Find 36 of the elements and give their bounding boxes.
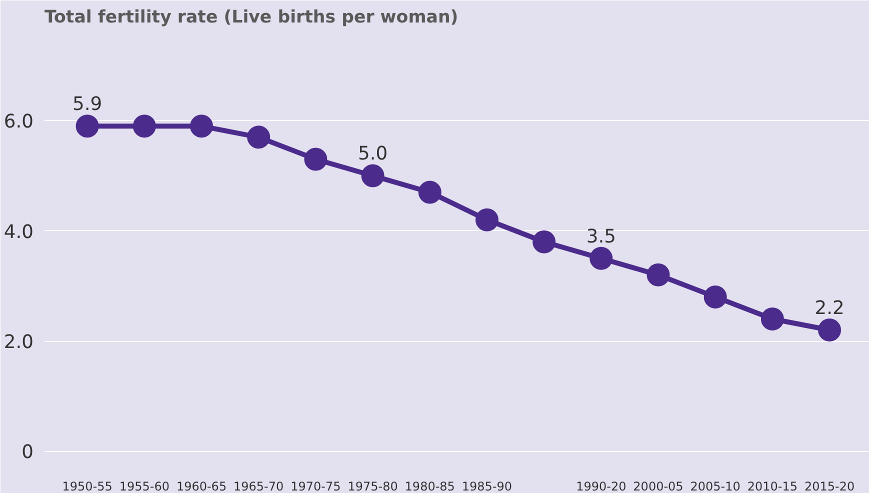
x-tick-label: 2015-20 xyxy=(804,480,855,493)
point xyxy=(76,114,99,138)
data-label: 3.5 xyxy=(586,226,616,248)
point xyxy=(132,114,156,138)
data-label: 5.9 xyxy=(72,94,102,116)
point xyxy=(304,148,328,171)
x-tick-label: 1975-80 xyxy=(348,480,398,493)
point xyxy=(818,318,842,342)
x-tick-label: 1965-70 xyxy=(234,480,284,493)
point xyxy=(190,114,214,138)
x-tick-label: 1980-85 xyxy=(404,480,455,493)
chart-title: Total fertility rate (Live births per woman) xyxy=(44,8,458,28)
x-tick-label: 2000-05 xyxy=(633,480,684,493)
point xyxy=(532,230,556,254)
point xyxy=(590,246,613,270)
x-tick-label: 1990-20 xyxy=(576,480,626,493)
point xyxy=(418,180,442,204)
x-tick-label: 2005-10 xyxy=(690,480,740,493)
point xyxy=(361,164,384,188)
x-tick-label: 1960-65 xyxy=(176,480,227,493)
data-label: 2.2 xyxy=(814,298,844,320)
point xyxy=(475,208,498,232)
x-tick-label: 2010-15 xyxy=(747,480,798,493)
point xyxy=(247,126,270,149)
point xyxy=(704,285,727,308)
x-tick-label: 1955-60 xyxy=(119,480,170,493)
point xyxy=(760,308,784,330)
x-tick-label: 1950-55 xyxy=(62,480,112,493)
data-label: 5.0 xyxy=(358,144,388,165)
x-tick-label: 1970-75 xyxy=(290,480,341,493)
y-tick-label: 6.0 xyxy=(4,112,34,133)
y-tick-label: 2.0 xyxy=(4,332,34,354)
x-tick-label: 1985-90 xyxy=(462,480,512,493)
point xyxy=(646,263,670,286)
y-tick-label: 4.0 xyxy=(4,222,34,243)
y-tick-label: 0 xyxy=(22,442,34,464)
